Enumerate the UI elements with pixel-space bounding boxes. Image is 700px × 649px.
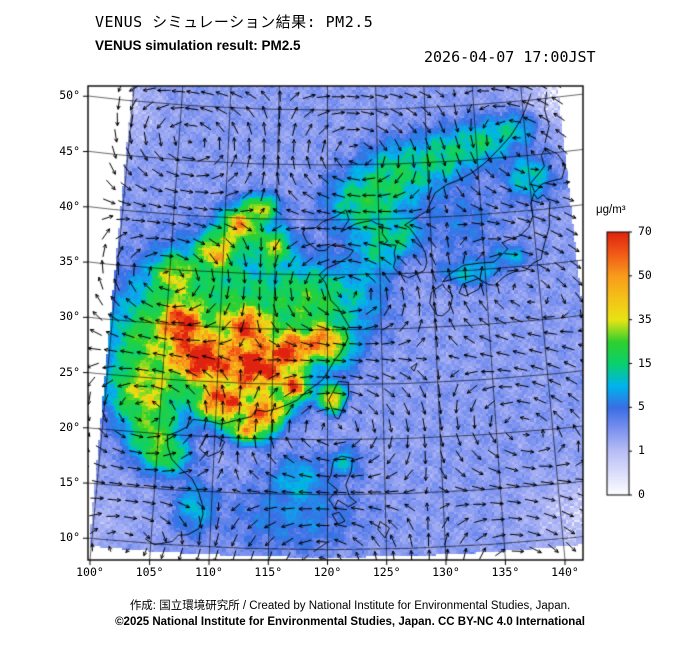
x-axis-tick-label: 140° bbox=[551, 565, 579, 579]
y-axis-tick-label: 25° bbox=[59, 364, 80, 379]
y-axis-tick-label: 30° bbox=[59, 309, 80, 324]
colorbar-tick-label: 70 bbox=[638, 224, 652, 238]
colorbar-tick-label: 50 bbox=[638, 267, 652, 282]
colorbar-tick-label: 1 bbox=[638, 443, 645, 458]
colorbar-tick-label: 15 bbox=[638, 355, 652, 370]
datetime-label: 2026-04-07 17:00JST bbox=[424, 48, 596, 66]
credit-line: 作成: 国立環境研究所 / Created by National Instit… bbox=[129, 600, 571, 612]
y-axis-tick-label: 20° bbox=[59, 419, 80, 434]
y-axis-tick-label: 15° bbox=[59, 475, 80, 490]
colorbar-unit-label: μg/m³ bbox=[596, 204, 626, 216]
x-axis-tick-label: 125° bbox=[372, 565, 401, 579]
x-axis-tick-label: 135° bbox=[491, 565, 520, 579]
x-axis-tick-label: 100° bbox=[76, 565, 104, 579]
y-axis-tick-label: 40° bbox=[59, 198, 80, 213]
x-axis-tick-label: 115° bbox=[254, 565, 283, 579]
x-axis-tick-label: 120° bbox=[313, 565, 342, 579]
title-english: VENUS simulation result: PM2.5 bbox=[95, 38, 301, 53]
colorbar-tick-label: 5 bbox=[638, 399, 645, 414]
x-axis-tick-label: 110° bbox=[195, 565, 223, 579]
y-axis-tick-label: 10° bbox=[59, 530, 80, 545]
license-line: ©2025 National Institute for Environment… bbox=[115, 616, 585, 628]
y-axis-tick-label: 35° bbox=[59, 254, 80, 269]
y-axis-tick-label: 45° bbox=[59, 143, 80, 158]
colorbar-tick-label: 0 bbox=[638, 487, 645, 501]
x-axis-tick-label: 105° bbox=[135, 565, 164, 579]
x-axis-tick-label: 130° bbox=[432, 565, 460, 579]
y-axis-tick-label: 50° bbox=[59, 88, 80, 103]
title-japanese: VENUS シミュレーション結果: PM2.5 bbox=[95, 13, 374, 31]
colorbar-tick-label: 35 bbox=[638, 311, 652, 326]
